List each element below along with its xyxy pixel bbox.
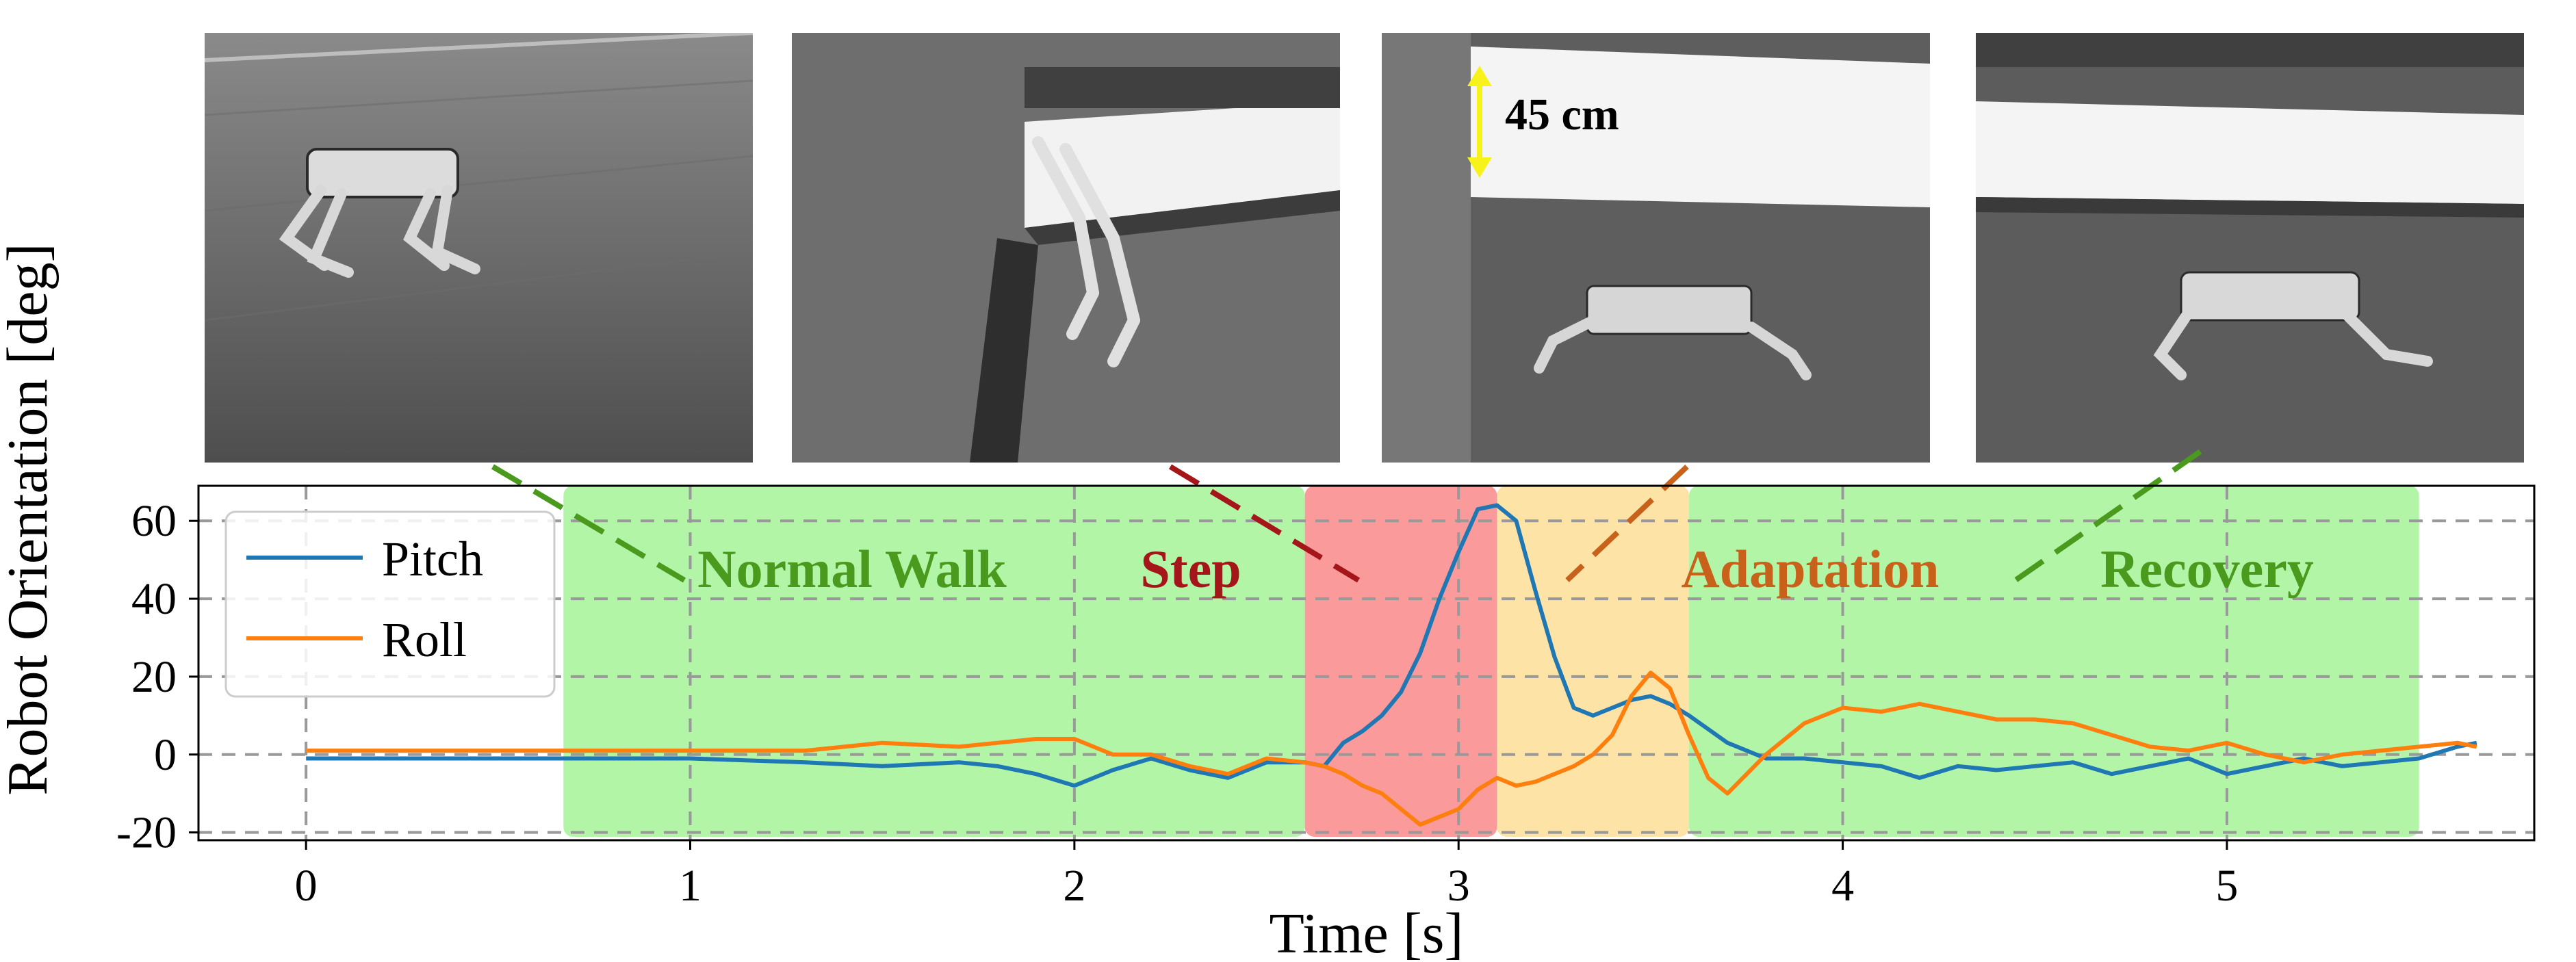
phase-bands	[563, 486, 2419, 837]
x-tick-label: 3	[1447, 861, 1470, 911]
phase-band-0	[563, 486, 1305, 837]
plot-frame	[197, 484, 2536, 842]
phase-band-3	[1689, 486, 2419, 837]
photo-recovery	[1976, 33, 2524, 463]
ticks: 0 1 2 3 4 5 -20 0 20 40 60	[116, 496, 2238, 911]
photo-step	[792, 33, 1340, 463]
photo-normal-walk	[205, 33, 753, 463]
photo-adaptation: 45 cm	[1382, 33, 1930, 463]
x-tick-label: 0	[295, 861, 318, 911]
callout-line-3	[2013, 449, 2202, 583]
legend-label-roll: Roll	[382, 612, 467, 667]
y-tick-label: -20	[116, 808, 177, 858]
phase-labels: Normal Walk Step Adaptation Recovery	[697, 539, 2314, 599]
series-lines	[306, 503, 2477, 827]
x-axis-label: Time [s]	[1270, 902, 1464, 962]
x-tick-label: 2	[1063, 861, 1085, 911]
height-label: 45 cm	[1505, 90, 1619, 140]
legend: Pitch Roll	[224, 510, 556, 698]
phase-label-3: Recovery	[2100, 539, 2314, 599]
x-tick-label: 4	[1831, 861, 1854, 911]
y-tick-label: 40	[131, 574, 177, 624]
y-tick-label: 20	[131, 652, 177, 702]
phase-band-2	[1497, 486, 1690, 837]
y-tick-label: 0	[154, 730, 177, 780]
series-line-pitch	[306, 503, 2477, 788]
phase-label-1: Step	[1140, 539, 1241, 599]
series-line-roll	[306, 671, 2477, 827]
callout-line-1	[1168, 464, 1361, 583]
y-tick-label: 60	[131, 496, 177, 546]
y-axis-label: Robot Orientation [deg]	[0, 243, 60, 795]
phase-band-1	[1304, 486, 1497, 837]
phase-label-2: Adaptation	[1681, 539, 1939, 599]
phase-label-0: Normal Walk	[697, 539, 1007, 599]
callout-line-0	[491, 464, 686, 583]
x-tick-label: 1	[679, 861, 701, 911]
x-tick-label: 5	[2215, 861, 2238, 911]
legend-label-pitch: Pitch	[382, 532, 483, 586]
